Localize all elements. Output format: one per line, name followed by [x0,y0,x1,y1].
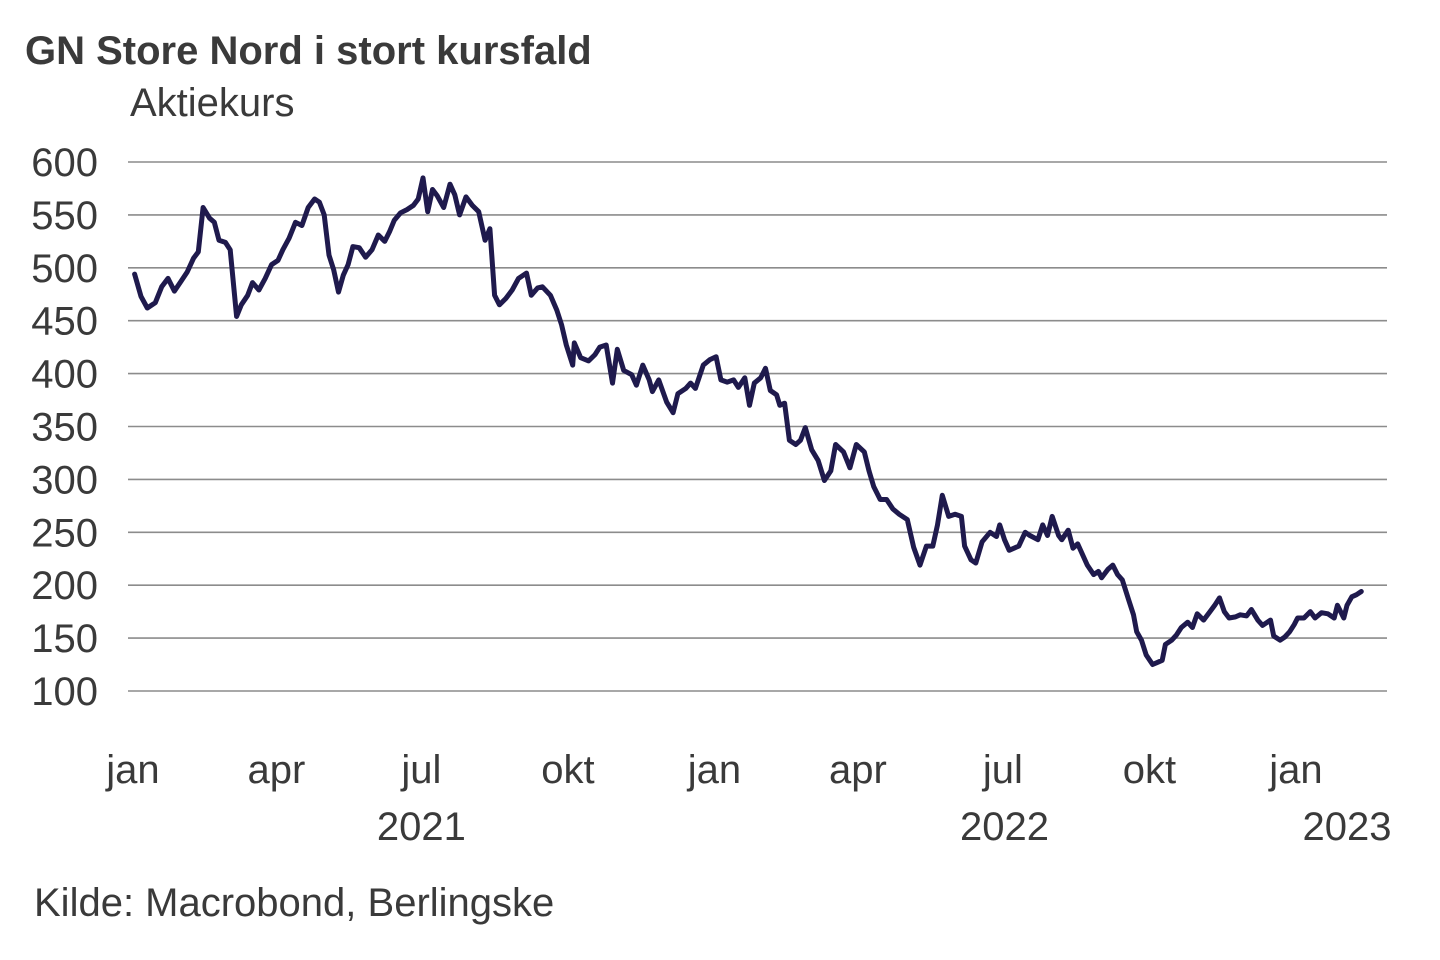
x-tick-label: jul [400,748,441,792]
x-tick-label: jan [1268,748,1322,792]
source-note: Kilde: Macrobond, Berlingske [34,881,554,925]
y-tick-label: 550 [31,194,98,238]
x-year-label: 2022 [960,805,1049,849]
x-tick-label: okt [1123,748,1176,792]
y-tick-label: 600 [31,141,98,185]
y-axis-ticks: 600 550 500 450 400 350 300 250 200 150 100 [31,141,98,714]
x-year-label: 2023 [1302,805,1391,849]
y-tick-label: 500 [31,247,98,291]
x-tick-label: apr [829,748,887,792]
gridlines [128,161,1387,692]
y-tick-label: 450 [31,300,98,344]
x-year-label: 2021 [377,805,466,849]
y-tick-label: 150 [31,617,98,661]
x-axis-ticks: jan apr jul okt jan apr jul okt jan 2021 2022 2023 [105,748,1391,849]
y-tick-label: 300 [31,458,98,502]
y-tick-label: 100 [31,670,98,714]
x-tick-label: jan [687,748,741,792]
y-tick-label: 250 [31,511,98,555]
y-axis-label: Aktiekurs [130,81,295,125]
x-tick-label: okt [541,748,594,792]
series-line-gn-store-nord [132,175,1364,667]
series-layer [132,175,1364,667]
y-tick-label: 350 [31,406,98,450]
x-tick-label: apr [247,748,305,792]
x-tick-label: jul [982,748,1023,792]
x-tick-label: jan [105,748,159,792]
y-tick-label: 200 [31,564,98,608]
chart-title: GN Store Nord i stort kursfald [25,29,592,73]
y-tick-label: 400 [31,353,98,397]
